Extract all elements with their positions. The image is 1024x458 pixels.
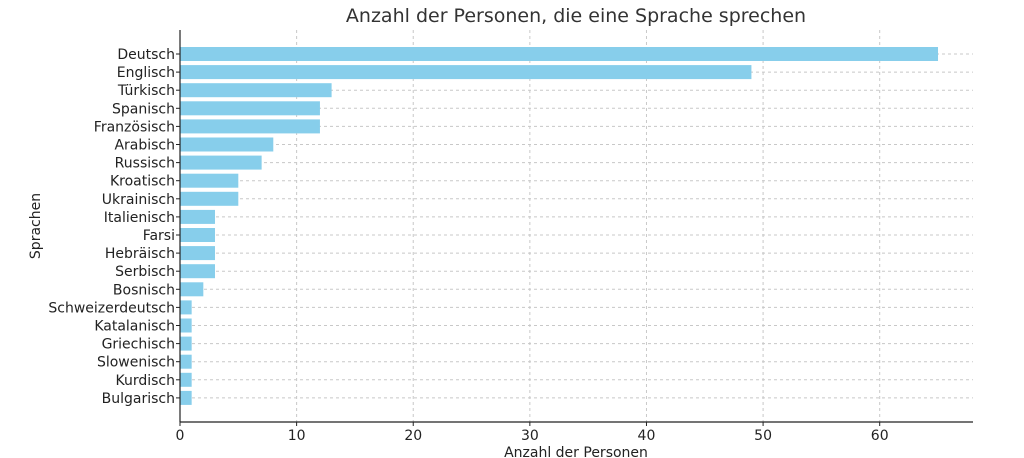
bar [180, 173, 239, 188]
bar [180, 83, 332, 98]
y-tick-label: Türkisch [117, 83, 175, 99]
y-tick-label: Hebräisch [105, 246, 175, 262]
y-tick-label: Russisch [115, 156, 175, 172]
y-tick-label: Serbisch [115, 264, 175, 280]
bar [180, 119, 320, 134]
bar [180, 137, 274, 152]
y-tick-label: Spanisch [112, 101, 175, 117]
y-tick-label: Schweizerdeutsch [48, 300, 175, 316]
y-tick-label: Englisch [117, 65, 175, 81]
bar [180, 191, 239, 206]
x-tick-label: 60 [871, 428, 889, 444]
y-tick-label: Griechisch [102, 337, 175, 353]
y-tick-labels: Deutsch Englisch Türkisch Spanisch Französis… [48, 47, 175, 407]
x-tick-label: 10 [288, 428, 306, 444]
x-tick-label: 30 [521, 428, 539, 444]
bar [180, 336, 192, 351]
x-tick-label: 20 [404, 428, 422, 444]
y-tick-label: Ukrainisch [102, 192, 175, 208]
y-tick-label: Farsi [143, 228, 175, 244]
x-tick-labels: 0 10 20 30 40 50 60 [176, 428, 889, 444]
bar [180, 300, 192, 315]
y-tick-label: Kurdisch [115, 373, 175, 389]
bar [180, 47, 939, 61]
bar [180, 228, 215, 242]
bar [180, 264, 215, 279]
bar [180, 155, 262, 170]
x-tick-label: 40 [638, 428, 656, 444]
y-axis-label: Sprachen [28, 193, 44, 259]
axes [176, 30, 973, 426]
x-axis-label: Anzahl der Personen [504, 445, 648, 458]
y-tick-label: Französisch [94, 119, 175, 135]
y-tick-label: Bosnisch [113, 282, 175, 298]
bar [180, 354, 192, 369]
bar [180, 282, 204, 297]
chart-title: Anzahl der Personen, die eine Sprache sp… [346, 5, 806, 27]
bar [180, 246, 215, 261]
x-tick-label: 0 [176, 428, 185, 444]
x-tick-label: 50 [754, 428, 772, 444]
y-tick-label: Deutsch [117, 47, 175, 63]
y-tick-label: Slowenisch [97, 355, 175, 371]
y-tick-label: Arabisch [114, 138, 175, 154]
bar [180, 390, 192, 405]
y-tick-label: Katalanisch [94, 319, 175, 335]
y-tick-label: Kroatisch [110, 174, 175, 190]
bar [180, 101, 320, 116]
y-tick-label: Italienisch [104, 210, 175, 226]
bar [180, 318, 192, 333]
bars [180, 47, 939, 405]
bar [180, 65, 752, 80]
bar [180, 209, 215, 224]
bar [180, 372, 192, 387]
y-tick-label: Bulgarisch [102, 391, 175, 407]
